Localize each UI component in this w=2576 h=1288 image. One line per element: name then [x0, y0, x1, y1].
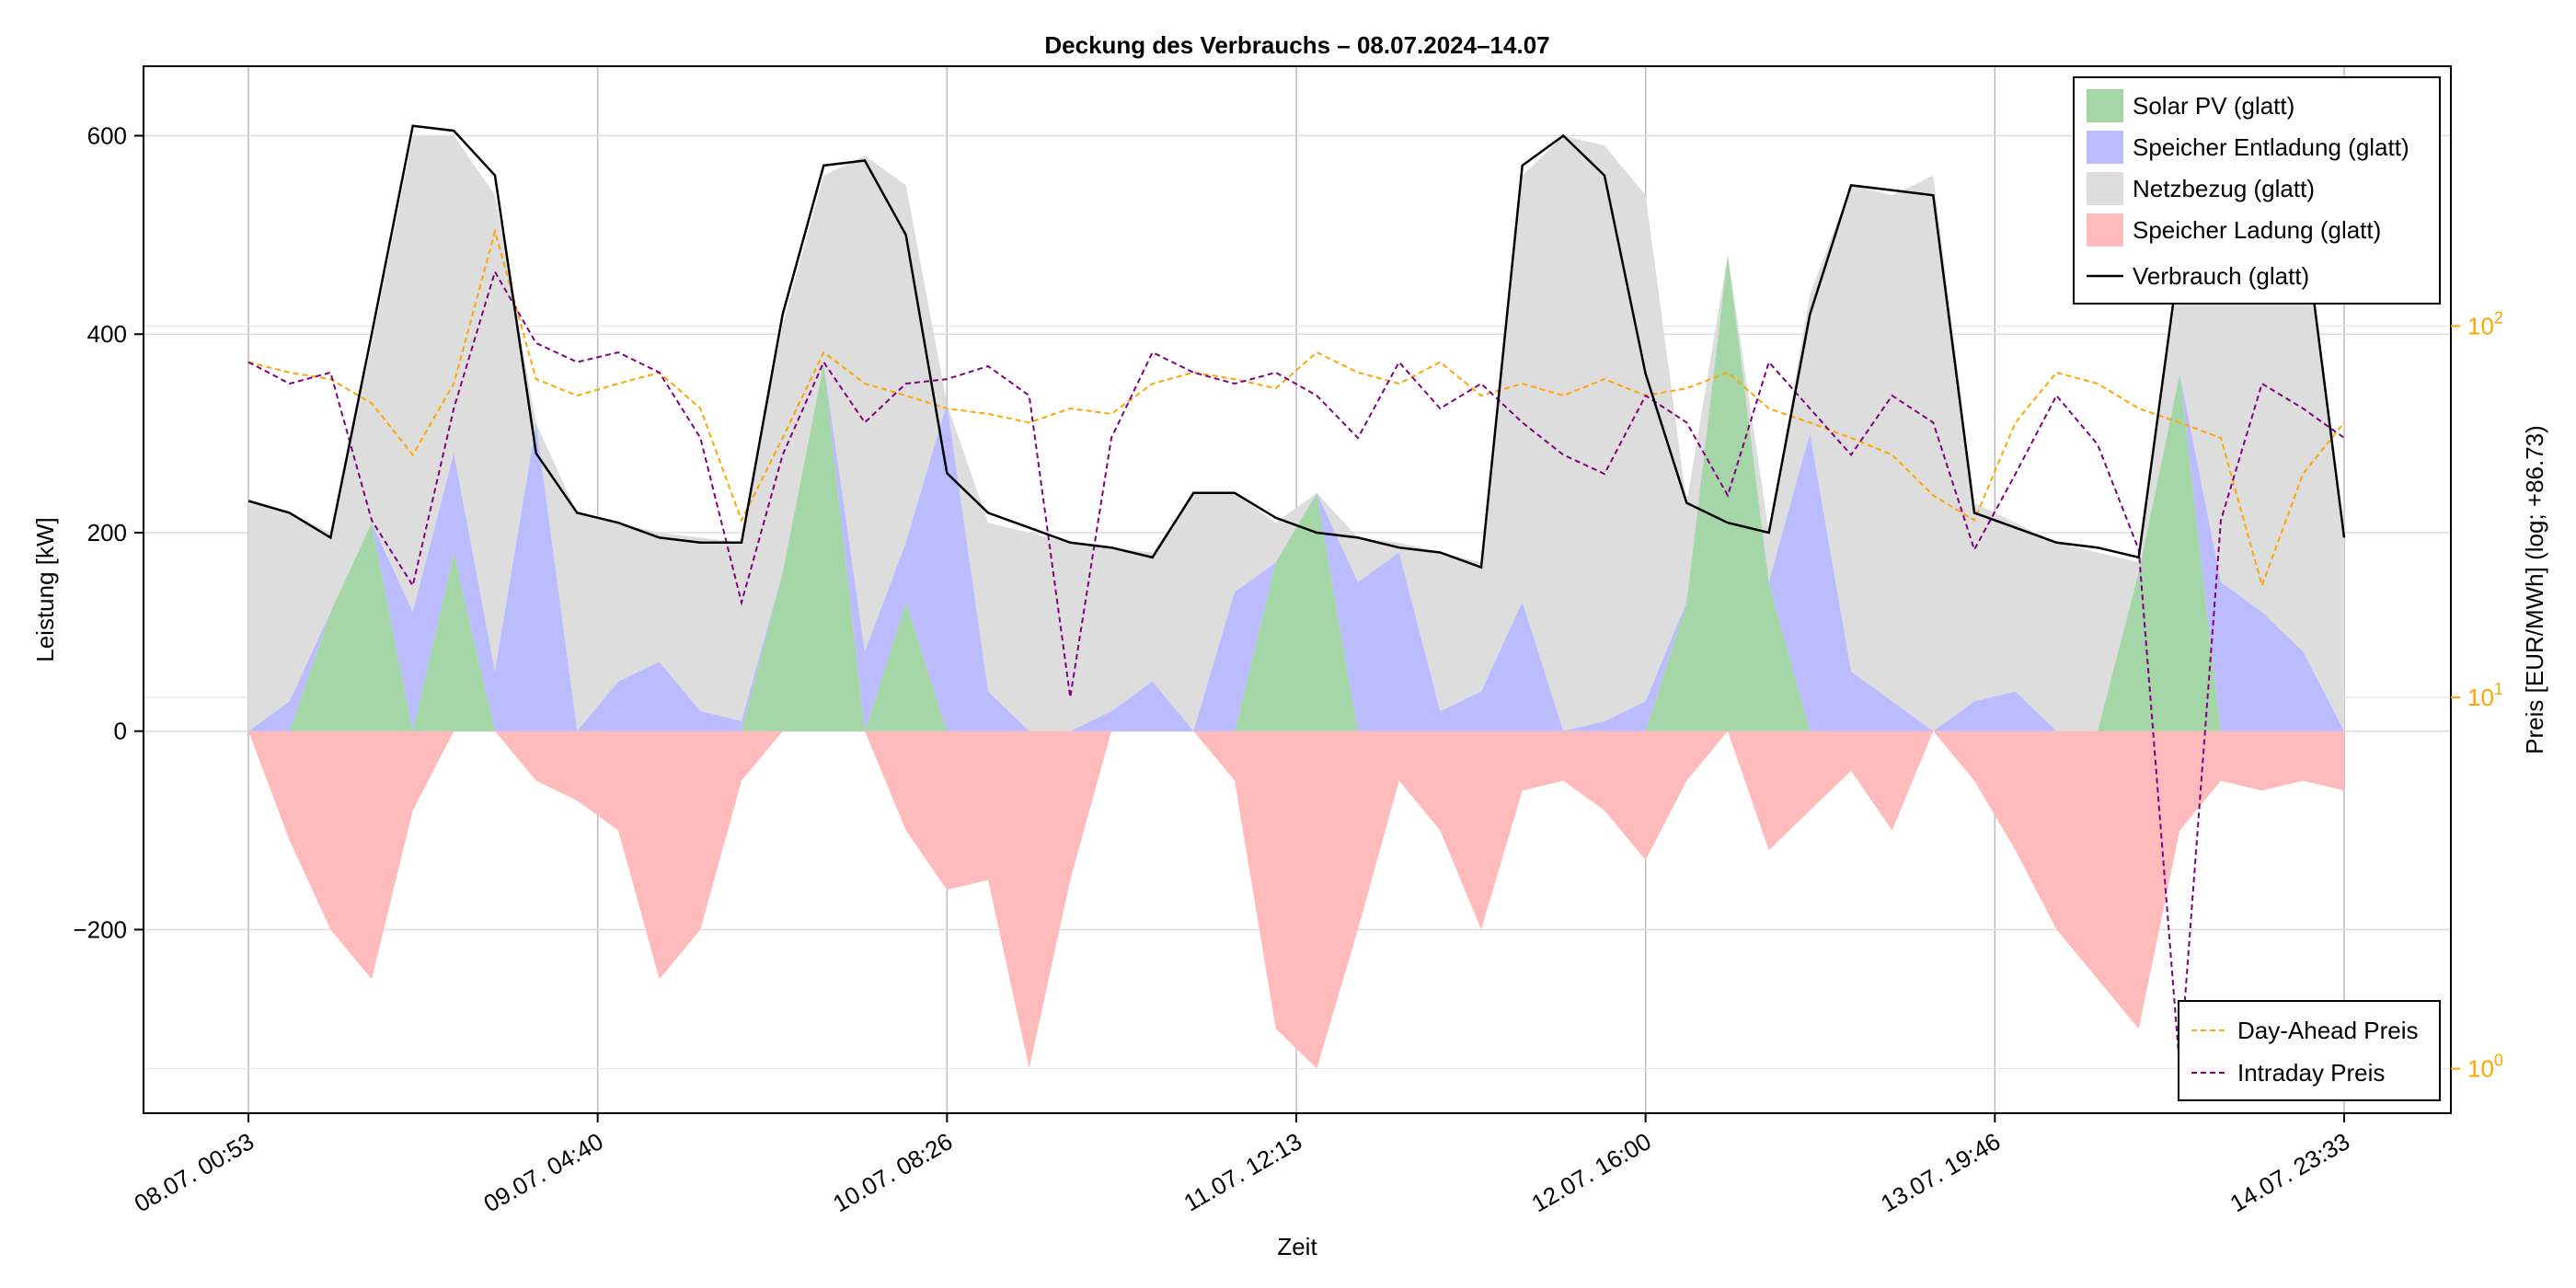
- y-tick-label: 600: [87, 122, 127, 150]
- solar-pv-area: [248, 254, 2344, 731]
- legend-bottom-frame: [2178, 1000, 2441, 1101]
- day-ahead-price-line: [247, 227, 2345, 589]
- legend-swatch-grid: [2087, 172, 2123, 205]
- legend-top-frame: [2073, 76, 2441, 305]
- legend-label-charge: Speicher Ladung (glatt): [2133, 216, 2381, 244]
- chart-title: Deckung des Verbrauchs – 08.07.2024–14.0…: [1044, 31, 1549, 59]
- legend-label-discharge: Speicher Entladung (glatt): [2133, 133, 2409, 161]
- y-axis-label: Leistung [kW]: [31, 517, 59, 662]
- legend-top: Solar PV (glatt) Speicher Entladung (gla…: [2073, 76, 2441, 305]
- y-tick-label: 200: [87, 519, 127, 546]
- line-layer: [247, 124, 2346, 1069]
- legend-label-solar: Solar PV (glatt): [2133, 92, 2294, 120]
- intraday-price-line: [247, 269, 2345, 1069]
- legend-label-dayahead: Day-Ahead Preis: [2237, 1017, 2419, 1044]
- y-tick-label: −200: [73, 915, 127, 943]
- speicher-ladung-area: [248, 730, 2344, 1069]
- y-tick-label: 0: [114, 718, 127, 745]
- y2-axis-label: Preis [EUR/MWh] (log; +86.73): [2521, 425, 2548, 754]
- speicher-entladung-area: [248, 254, 2344, 731]
- legend-swatch-solar: [2087, 89, 2123, 122]
- legend-label-consumption: Verbrauch (glatt): [2133, 262, 2309, 290]
- legend-bottom: Day-Ahead Preis Intraday Preis: [2178, 1000, 2441, 1101]
- legend-swatch-charge: [2087, 213, 2123, 247]
- y-tick-label: 400: [87, 320, 127, 348]
- legend-label-grid: Netzbezug (glatt): [2133, 175, 2315, 202]
- legend-swatch-discharge: [2087, 131, 2123, 164]
- verbrauch-line: [247, 124, 2346, 569]
- legend-label-intraday: Intraday Preis: [2237, 1059, 2385, 1087]
- x-axis-label: Zeit: [1277, 1233, 1317, 1260]
